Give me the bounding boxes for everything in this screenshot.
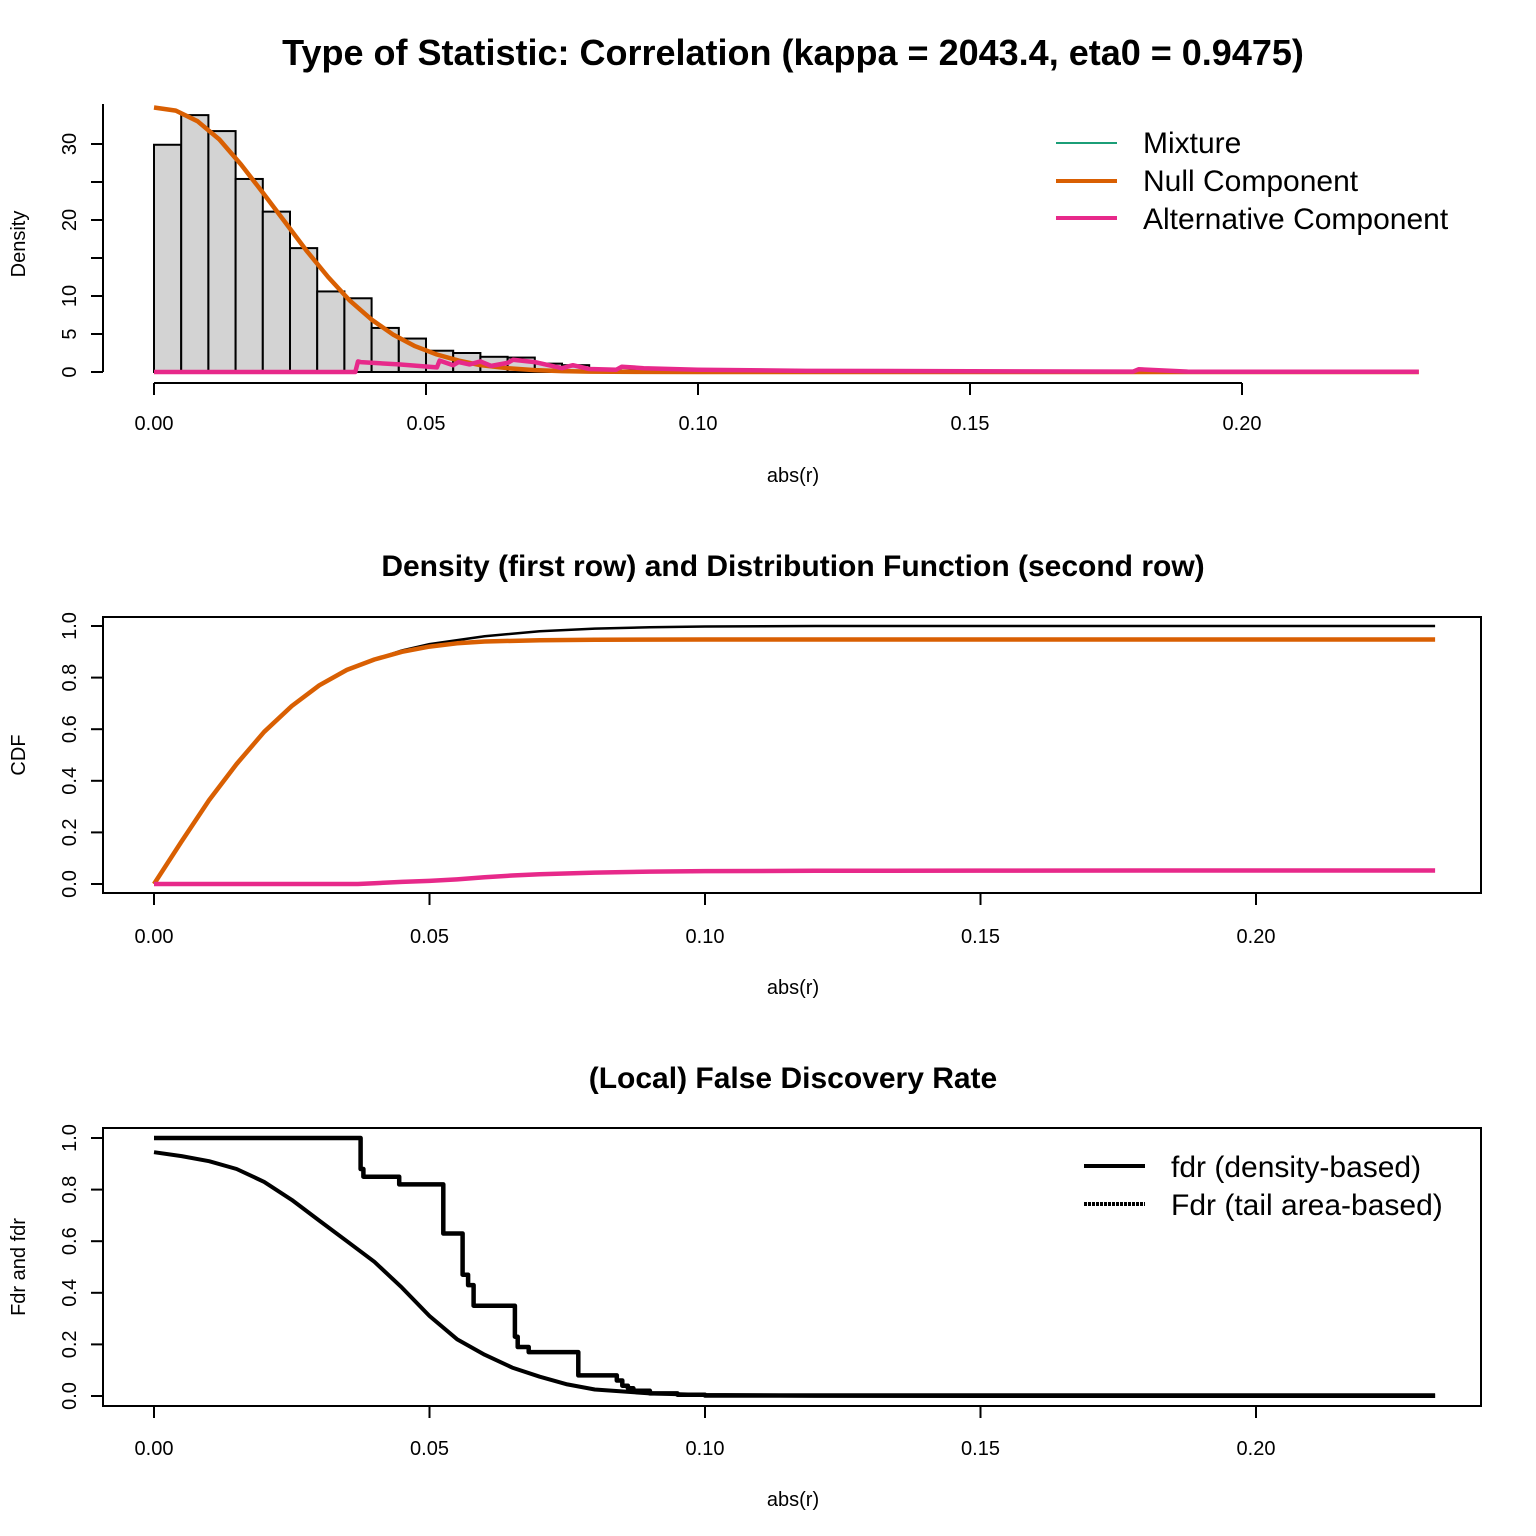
- histogram-bar: [261, 210, 291, 373]
- fdr-legend: fdr (density-based) Fdr (tail area-based…: [1084, 1151, 1443, 1222]
- x-tick-label: 0.10: [679, 413, 718, 435]
- legend-label-mixture: Mixture: [1143, 127, 1241, 160]
- series-line-alternative-component: [154, 357, 1419, 375]
- series-line-null-component: [153, 105, 1419, 375]
- histogram-bar: [316, 290, 346, 373]
- cdf-axes: 0.00 0.05 0.10 0.15 0.20 0.0 0.2 0.4 0.6 0.8 1.0: [59, 612, 1275, 948]
- legend-label-fdr: fdr (density-based): [1171, 1151, 1421, 1184]
- x-tick-label: 0.10: [686, 1438, 725, 1460]
- cdf-panel-title: Density (first row) and Distribution Fun…: [381, 550, 1204, 583]
- cdf-y-axis-label: CDF: [8, 734, 30, 775]
- density-panel-title: Type of Statistic: Correlation (kappa = …: [282, 32, 1304, 73]
- histogram-bars: [153, 114, 699, 374]
- y-tick-label: 1.0: [59, 1124, 81, 1152]
- y-tick-label: 20: [59, 209, 81, 231]
- y-tick-label: 10: [59, 285, 81, 307]
- density-y-axis-label: Density: [8, 211, 30, 278]
- cdf-plot-frame: [102, 616, 1482, 894]
- y-tick-label: 0: [59, 366, 81, 377]
- x-tick-label: 0.10: [686, 926, 725, 948]
- histogram-bar: [180, 114, 210, 374]
- x-tick-label: 0.20: [1237, 926, 1276, 948]
- x-tick-label: 0.20: [1237, 1438, 1276, 1460]
- y-tick-label: 0.8: [59, 664, 81, 692]
- y-tick-label: 30: [59, 133, 81, 155]
- y-tick-label: 0.0: [59, 1382, 81, 1410]
- x-tick-label: 0.05: [407, 413, 446, 435]
- x-tick-label: 0.00: [135, 413, 174, 435]
- y-tick-label: 0.2: [59, 818, 81, 846]
- fdr-curves: [153, 1135, 1436, 1398]
- fdr-x-axis-label: abs(r): [767, 1489, 819, 1511]
- x-tick-label: 0.00: [135, 1438, 174, 1460]
- series-line-fdr-tail-area-based: [153, 1150, 1436, 1398]
- cdf-curves: [152, 624, 1436, 887]
- density-axes: 0.00 0.05 0.10 0.15 0.20 0 5 10 20 30: [59, 104, 1261, 435]
- x-tick-label: 0.20: [1223, 413, 1262, 435]
- x-tick-label: 0.00: [135, 926, 174, 948]
- series-line-fdr-density-based: [154, 1135, 1436, 1398]
- density-legend: Mixture Null Component Alternative Compo…: [1056, 127, 1449, 236]
- y-tick-label: 0.0: [59, 870, 81, 898]
- fdr-panel: (Local) False Discovery Rate 0.00 0.05 0.1…: [8, 1062, 1482, 1511]
- x-tick-label: 0.15: [961, 1438, 1000, 1460]
- histogram-bar: [289, 247, 319, 373]
- series-line-null-component: [152, 637, 1436, 886]
- y-tick-label: 0.4: [59, 1279, 81, 1307]
- histogram-bar: [153, 143, 183, 373]
- series-line-alternative-component: [154, 868, 1436, 887]
- y-tick-label: 0.4: [59, 767, 81, 795]
- x-tick-label: 0.05: [410, 926, 449, 948]
- y-tick-label: 0.8: [59, 1176, 81, 1204]
- x-tick-label: 0.15: [951, 413, 990, 435]
- x-tick-label: 0.05: [410, 1438, 449, 1460]
- legend-label-null: Null Component: [1143, 165, 1359, 198]
- cdf-x-axis-label: abs(r): [767, 977, 819, 999]
- fdr-y-axis-label: Fdr and fdr: [8, 1218, 30, 1316]
- y-tick-label: 5: [59, 328, 81, 339]
- y-tick-label: 1.0: [59, 612, 81, 640]
- x-tick-label: 0.15: [961, 926, 1000, 948]
- density-curves: [153, 105, 1419, 375]
- legend-label-Fdr: Fdr (tail area-based): [1171, 1189, 1443, 1222]
- y-tick-label: 0.2: [59, 1330, 81, 1358]
- legend-label-alternative: Alternative Component: [1143, 203, 1449, 236]
- histogram-bar: [207, 130, 237, 373]
- density-x-axis-label: abs(r): [767, 465, 819, 487]
- density-panel: Type of Statistic: Correlation (kappa = …: [8, 32, 1449, 487]
- fdr-axes: 0.00 0.05 0.10 0.15 0.20 0.0 0.2 0.4 0.6 0.8 1.0: [59, 1124, 1275, 1460]
- cdf-panel: Density (first row) and Distribution Fun…: [8, 550, 1482, 999]
- histogram-bar: [234, 177, 264, 373]
- y-tick-label: 0.6: [59, 715, 81, 743]
- fdr-panel-title: (Local) False Discovery Rate: [589, 1062, 998, 1095]
- fdr-plot-frame: [102, 1127, 1482, 1407]
- y-tick-label: 0.6: [59, 1227, 81, 1255]
